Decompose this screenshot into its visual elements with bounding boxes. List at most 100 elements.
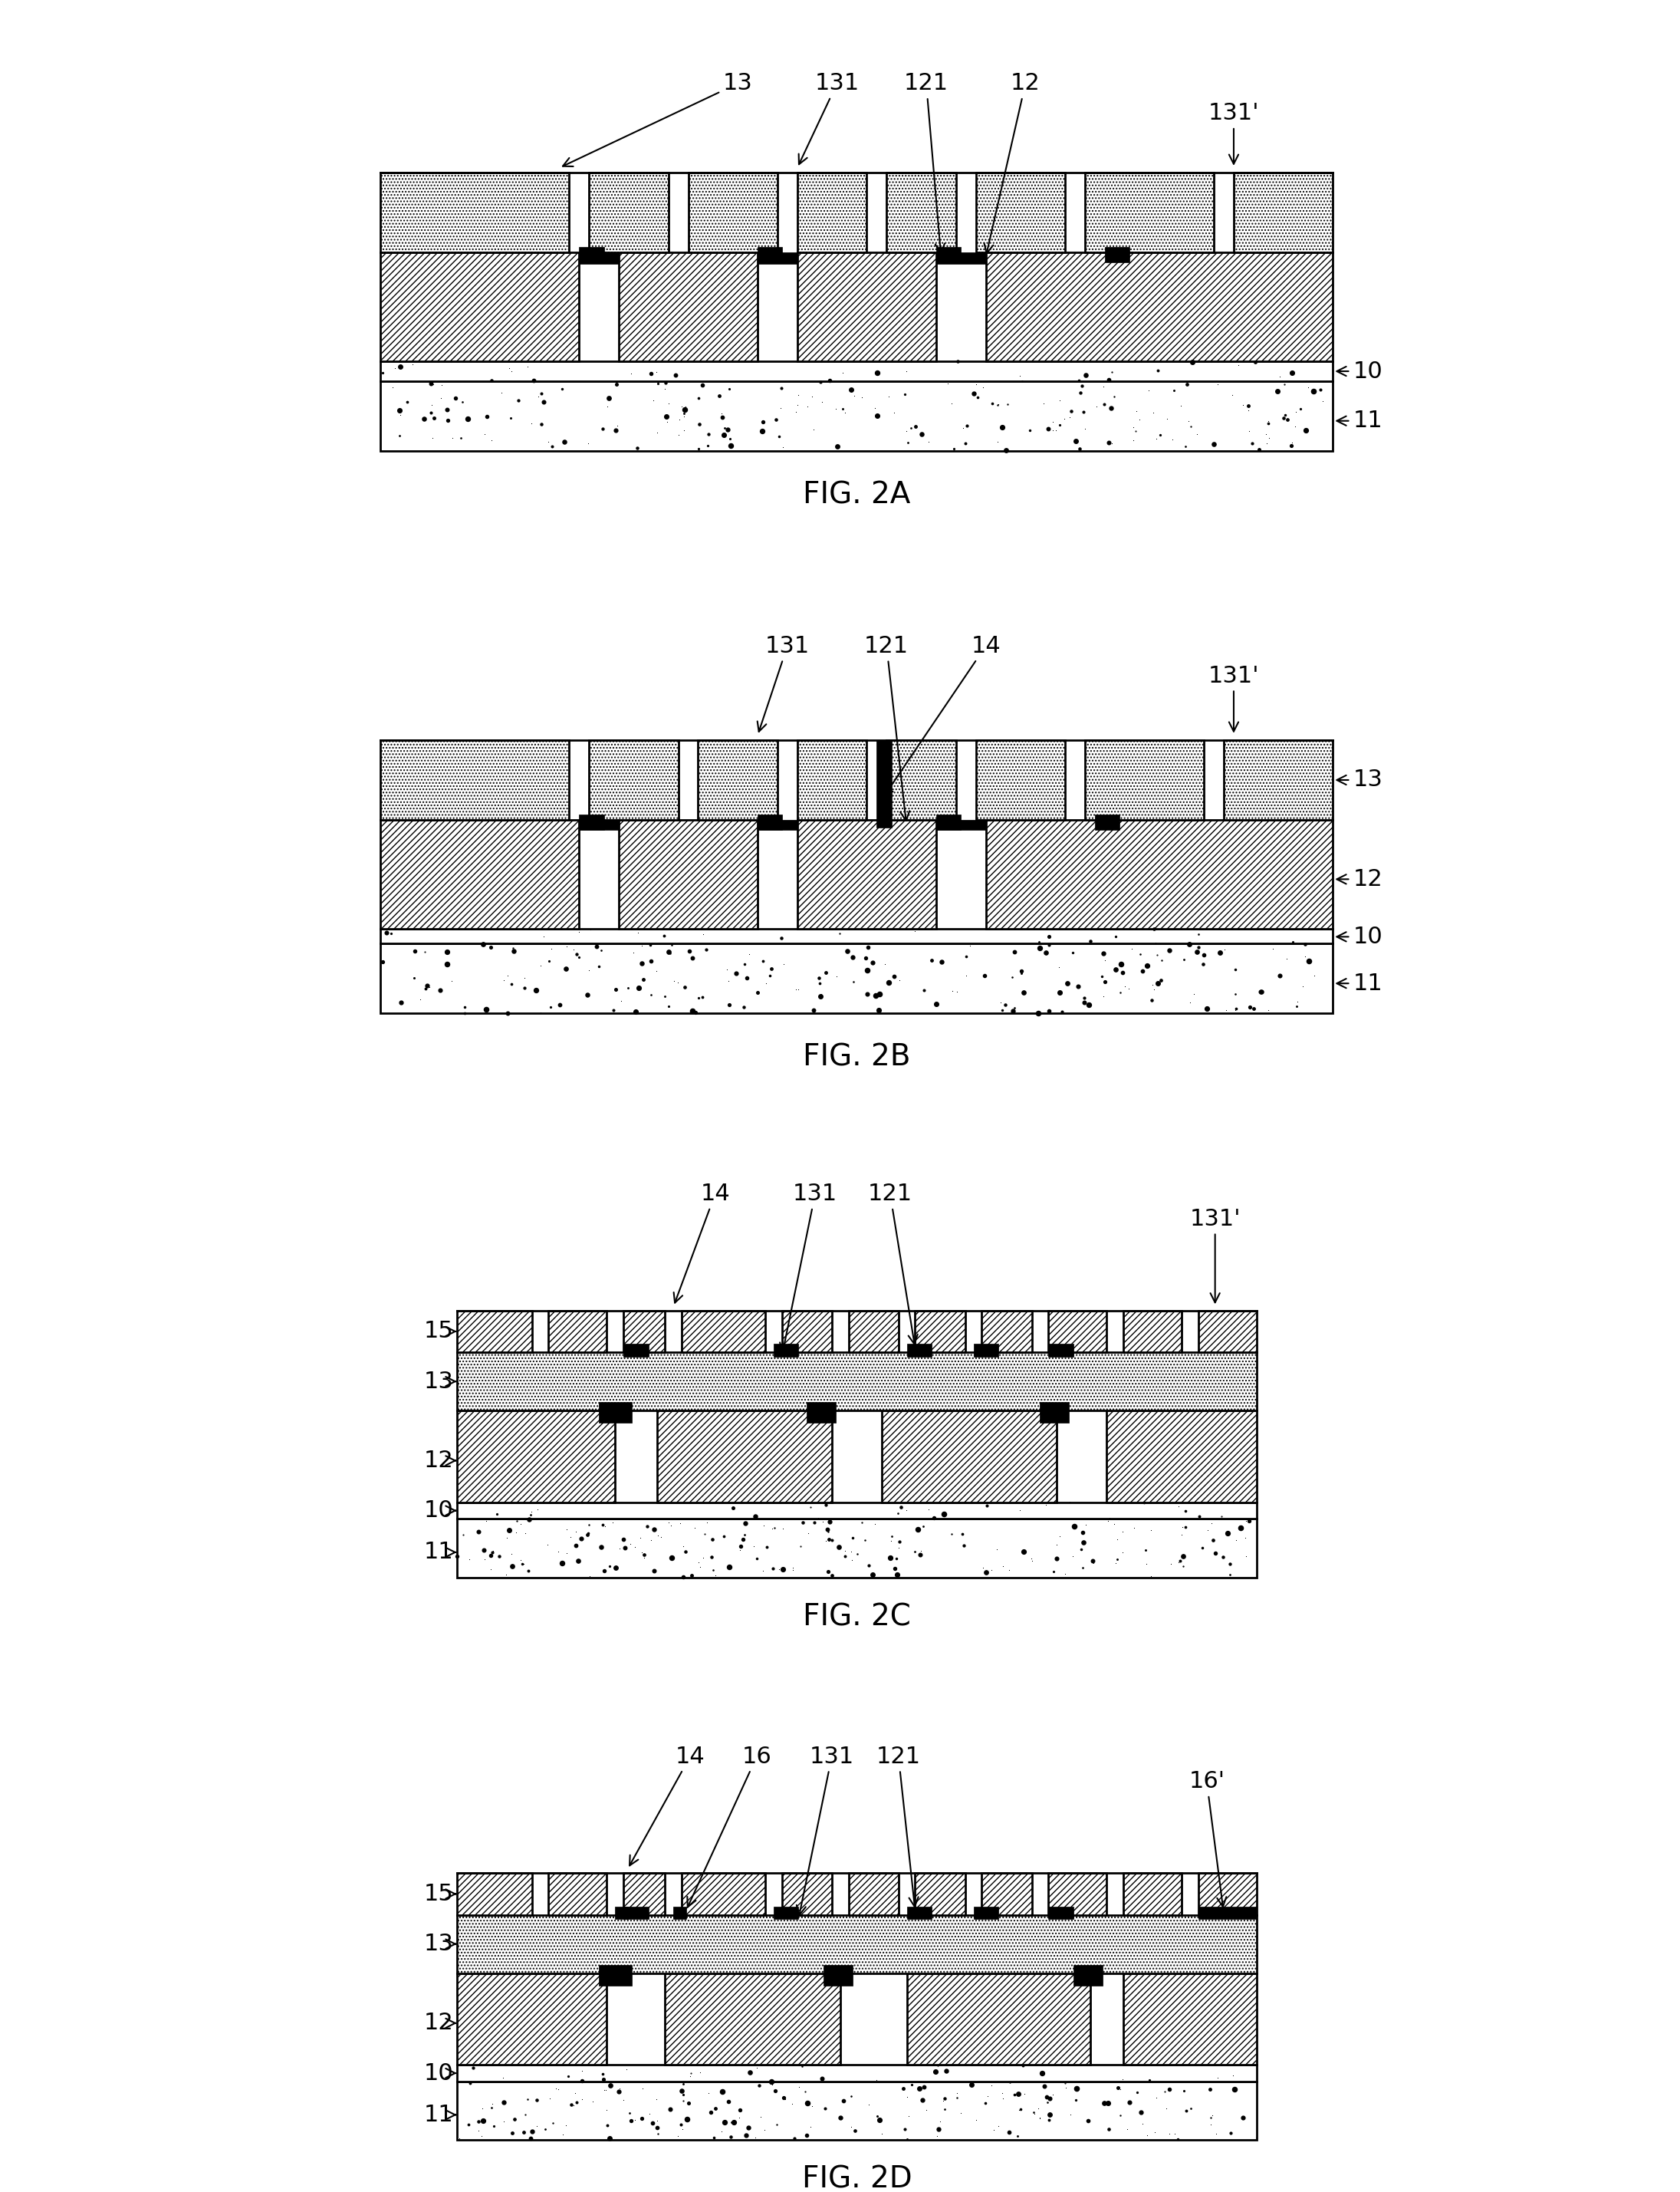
Bar [580, 815, 603, 829]
Bar [590, 741, 679, 820]
Text: FIG. 2C: FIG. 2C [803, 1602, 911, 1631]
Text: 10: 10 [1337, 359, 1383, 381]
Bar [1124, 1874, 1181, 1916]
Text: 15: 15 [423, 1883, 455, 1905]
Text: 12: 12 [423, 2012, 455, 2034]
Bar [623, 1344, 648, 1357]
Bar [758, 815, 783, 829]
Bar [1048, 1907, 1074, 1918]
Bar [907, 1907, 932, 1918]
Text: 15: 15 [423, 1320, 455, 1342]
Text: 14: 14 [884, 636, 1001, 796]
Bar [381, 252, 580, 362]
Bar [623, 1874, 665, 1916]
Bar [580, 248, 603, 263]
Text: 11: 11 [1337, 973, 1383, 995]
Text: 14: 14 [630, 1745, 706, 1865]
Bar [916, 1311, 964, 1352]
Text: 131: 131 [796, 1745, 853, 1916]
Bar [1124, 1311, 1181, 1352]
Text: FIG. 2D: FIG. 2D [801, 2166, 912, 2192]
Text: 10: 10 [423, 2063, 455, 2085]
Bar [823, 1964, 853, 1986]
Bar [781, 1874, 832, 1916]
Bar [618, 820, 758, 929]
Bar [549, 1311, 606, 1352]
Text: 10: 10 [423, 1499, 455, 1521]
Bar [936, 815, 961, 829]
Text: 11: 11 [423, 1541, 455, 1563]
Bar [1233, 173, 1332, 252]
Bar [773, 1344, 798, 1357]
Bar [1223, 741, 1332, 820]
Bar [806, 1403, 837, 1423]
Bar [973, 1344, 998, 1357]
Bar [1107, 1412, 1257, 1502]
Text: 13: 13 [563, 72, 753, 167]
Text: 121: 121 [904, 72, 949, 254]
Bar [877, 741, 892, 829]
Bar [457, 1502, 1257, 1519]
Bar [916, 1874, 964, 1916]
Bar [1105, 248, 1129, 263]
Text: 131: 131 [758, 636, 810, 732]
Bar [798, 820, 936, 929]
Bar [798, 252, 936, 362]
Bar [618, 252, 758, 362]
Text: 12: 12 [984, 72, 1040, 254]
Text: 131: 131 [780, 1184, 837, 1352]
Text: FIG. 2B: FIG. 2B [803, 1043, 911, 1072]
Bar [798, 173, 867, 252]
Bar [657, 1412, 832, 1502]
Bar [381, 741, 570, 820]
Bar [936, 248, 961, 263]
Bar [848, 1874, 899, 1916]
Text: 13: 13 [423, 1370, 455, 1392]
Bar [381, 381, 1332, 452]
Bar [623, 1907, 648, 1918]
Bar [1095, 815, 1119, 829]
Text: FIG. 2A: FIG. 2A [803, 480, 911, 509]
Bar [758, 820, 798, 829]
Bar [1048, 1311, 1107, 1352]
Bar [699, 741, 778, 820]
Text: 131: 131 [798, 72, 858, 164]
Text: 10: 10 [1337, 925, 1383, 947]
Bar [1198, 1874, 1257, 1916]
Bar [882, 1412, 1057, 1502]
Bar [598, 1403, 632, 1423]
Bar [457, 2065, 1257, 2082]
Bar [907, 1344, 932, 1357]
Text: 121: 121 [877, 1745, 921, 1907]
Text: 12: 12 [1337, 868, 1383, 890]
Bar [549, 1874, 606, 1916]
Bar [457, 1311, 533, 1352]
Bar [936, 252, 986, 263]
Bar [773, 1907, 798, 1918]
Bar [457, 1519, 1257, 1578]
Bar [758, 248, 783, 263]
Bar [986, 820, 1332, 929]
Bar [1085, 741, 1205, 820]
Text: 131': 131' [1208, 103, 1260, 164]
Bar [781, 1311, 832, 1352]
Bar [1085, 173, 1215, 252]
Bar [981, 1311, 1032, 1352]
Bar [1198, 1907, 1257, 1918]
Bar [590, 173, 669, 252]
Bar [981, 1874, 1032, 1916]
Bar [623, 1311, 665, 1352]
Text: 121: 121 [869, 1184, 917, 1344]
Bar [381, 362, 1332, 381]
Bar [973, 1907, 998, 1918]
Bar [1124, 1973, 1257, 2065]
Bar [457, 1916, 1257, 1973]
Bar [1198, 1311, 1257, 1352]
Bar [457, 1973, 606, 2065]
Bar [457, 1352, 1257, 1412]
Bar [1048, 1344, 1074, 1357]
Bar [1074, 1964, 1102, 1986]
Bar [887, 173, 956, 252]
Bar [1040, 1403, 1068, 1423]
Bar [457, 1412, 615, 1502]
